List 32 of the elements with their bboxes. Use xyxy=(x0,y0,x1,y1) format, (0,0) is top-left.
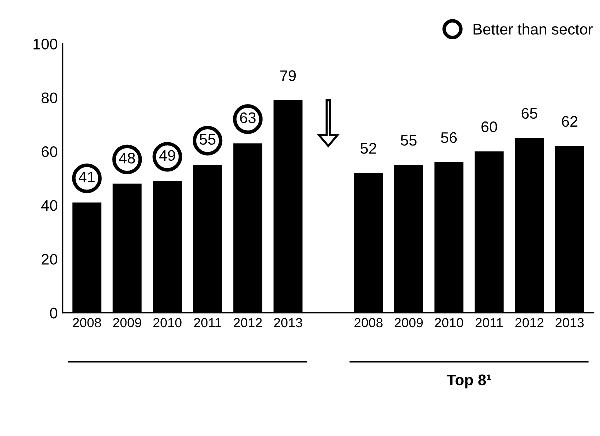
y-tick-label: 100 xyxy=(34,38,58,50)
x-tick-label: 2011 xyxy=(194,318,222,328)
x-tick-label: 2010 xyxy=(154,318,182,328)
data-label: 79 xyxy=(280,70,296,82)
y-tick-label: 80 xyxy=(42,92,58,104)
legend-label: Better than sector xyxy=(474,24,593,35)
x-tick-label: 2011 xyxy=(476,318,503,328)
data-label: 41 xyxy=(78,172,95,182)
x-tick-label: 2012 xyxy=(234,318,262,328)
data-label: 63 xyxy=(240,112,256,124)
data-label: 55 xyxy=(401,135,417,146)
data-label: 56 xyxy=(441,132,458,144)
x-tick-label: 2013 xyxy=(556,318,584,328)
data-label: 55 xyxy=(200,134,216,145)
data-label: 60 xyxy=(482,122,498,132)
data-label: 49 xyxy=(159,150,176,162)
y-tick-label: 40 xyxy=(42,200,58,212)
y-tick-label: 60 xyxy=(42,146,58,158)
x-tick-label: 2012 xyxy=(516,318,544,328)
x-tick-label: 2013 xyxy=(274,318,302,328)
data-label: 65 xyxy=(522,108,538,120)
x-tick-label: 2009 xyxy=(113,318,142,328)
x-tick-label: 2008 xyxy=(354,318,383,328)
y-tick-label: 0 xyxy=(50,308,58,319)
data-label: 52 xyxy=(360,143,376,154)
y-tick-label: 20 xyxy=(42,254,58,265)
x-tick-label: 2010 xyxy=(435,318,464,328)
text: Top 8¹ xyxy=(447,374,492,389)
x-tick-label: 2009 xyxy=(394,318,424,328)
x-tick-label: 2008 xyxy=(73,318,102,328)
data-label: 62 xyxy=(562,116,578,128)
data-label: 48 xyxy=(119,152,136,164)
